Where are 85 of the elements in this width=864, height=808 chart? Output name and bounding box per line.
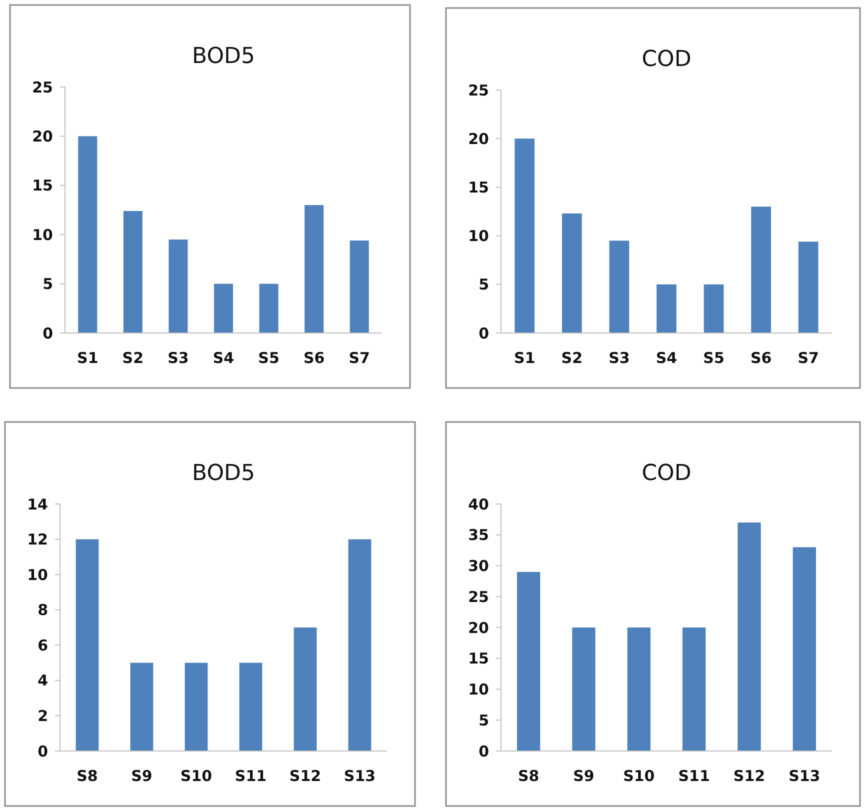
bar (792, 547, 816, 751)
y-tick-label: 25 (468, 81, 489, 100)
y-tick-label: 15 (468, 650, 489, 668)
bar (304, 205, 324, 333)
x-tick-label: S12 (289, 767, 322, 785)
bar (738, 522, 761, 751)
x-tick-label: S9 (131, 767, 152, 785)
y-tick-label: 0 (38, 742, 48, 760)
y-tick-label: 10 (468, 680, 489, 698)
y-tick-label: 12 (27, 530, 48, 549)
y-tick-label: 35 (468, 526, 489, 544)
y-tick-label: 5 (478, 711, 489, 730)
y-tick-label: 25 (32, 78, 53, 96)
bar (184, 662, 208, 751)
y-tick-label: 14 (27, 495, 48, 514)
bar (704, 284, 724, 333)
x-tick-label: S13 (788, 767, 820, 785)
chart-title: COD (642, 47, 692, 72)
bar (572, 628, 596, 751)
y-tick-label: 25 (468, 588, 489, 606)
x-tick-label: S3 (168, 349, 189, 367)
x-tick-label: S10 (623, 767, 655, 785)
bar (76, 539, 99, 751)
y-tick-label: 6 (38, 636, 48, 654)
bar (123, 210, 142, 333)
x-tick-label: S6 (750, 349, 772, 367)
y-tick-label: 4 (38, 672, 48, 690)
chart-title: BOD5 (192, 44, 255, 69)
y-tick-label: 20 (468, 130, 489, 148)
bar (259, 284, 278, 333)
bar (751, 206, 771, 333)
y-tick-label: 15 (468, 178, 489, 196)
x-tick-label: S1 (77, 349, 98, 367)
x-tick-label: S12 (733, 767, 766, 785)
x-tick-label: S8 (518, 767, 540, 785)
y-tick-label: 8 (38, 601, 48, 620)
x-tick-label: S11 (234, 767, 267, 785)
x-tick-label: S3 (608, 349, 630, 367)
x-tick-label: S7 (348, 349, 370, 367)
y-tick-label: 10 (27, 566, 48, 584)
bar (609, 240, 630, 333)
x-tick-label: S4 (212, 349, 234, 367)
bar (130, 662, 154, 751)
bar (168, 240, 188, 333)
x-tick-label: S11 (678, 767, 710, 785)
bar (78, 136, 98, 333)
bar (348, 539, 372, 751)
x-tick-label: S2 (561, 349, 583, 367)
x-tick-label: S13 (344, 767, 376, 785)
bar (517, 572, 540, 751)
y-tick-label: 5 (478, 276, 489, 294)
chart-title: COD (642, 461, 692, 486)
bar (514, 138, 535, 333)
bar (798, 242, 818, 333)
y-tick-label: 20 (468, 618, 489, 637)
x-tick-label: S4 (656, 349, 678, 367)
bar (627, 628, 650, 751)
chart-title: BOD5 (192, 461, 255, 486)
y-tick-label: 40 (468, 495, 489, 514)
x-tick-label: S9 (573, 767, 594, 785)
y-tick-label: 0 (42, 324, 53, 342)
bar (214, 284, 234, 333)
bar (239, 662, 262, 751)
x-tick-label: S10 (180, 767, 212, 785)
y-tick-label: 15 (32, 176, 53, 195)
x-tick-label: S5 (703, 349, 724, 367)
y-tick-label: 30 (468, 557, 489, 575)
y-tick-label: 5 (42, 275, 53, 294)
bar (682, 628, 706, 751)
y-tick-label: 2 (38, 706, 48, 725)
bar (350, 240, 369, 333)
y-tick-label: 10 (468, 227, 489, 246)
x-tick-label: S8 (76, 767, 98, 785)
x-tick-label: S5 (258, 349, 280, 367)
x-tick-label: S2 (122, 349, 144, 367)
y-tick-label: 0 (478, 742, 489, 760)
x-tick-label: S7 (798, 349, 819, 367)
bar (656, 284, 676, 333)
x-tick-label: S6 (303, 349, 325, 367)
bar (562, 213, 582, 333)
y-tick-label: 0 (478, 324, 489, 342)
x-tick-label: S1 (514, 349, 536, 367)
bar (294, 628, 317, 751)
y-tick-label: 20 (32, 127, 53, 146)
y-tick-label: 10 (32, 226, 53, 244)
